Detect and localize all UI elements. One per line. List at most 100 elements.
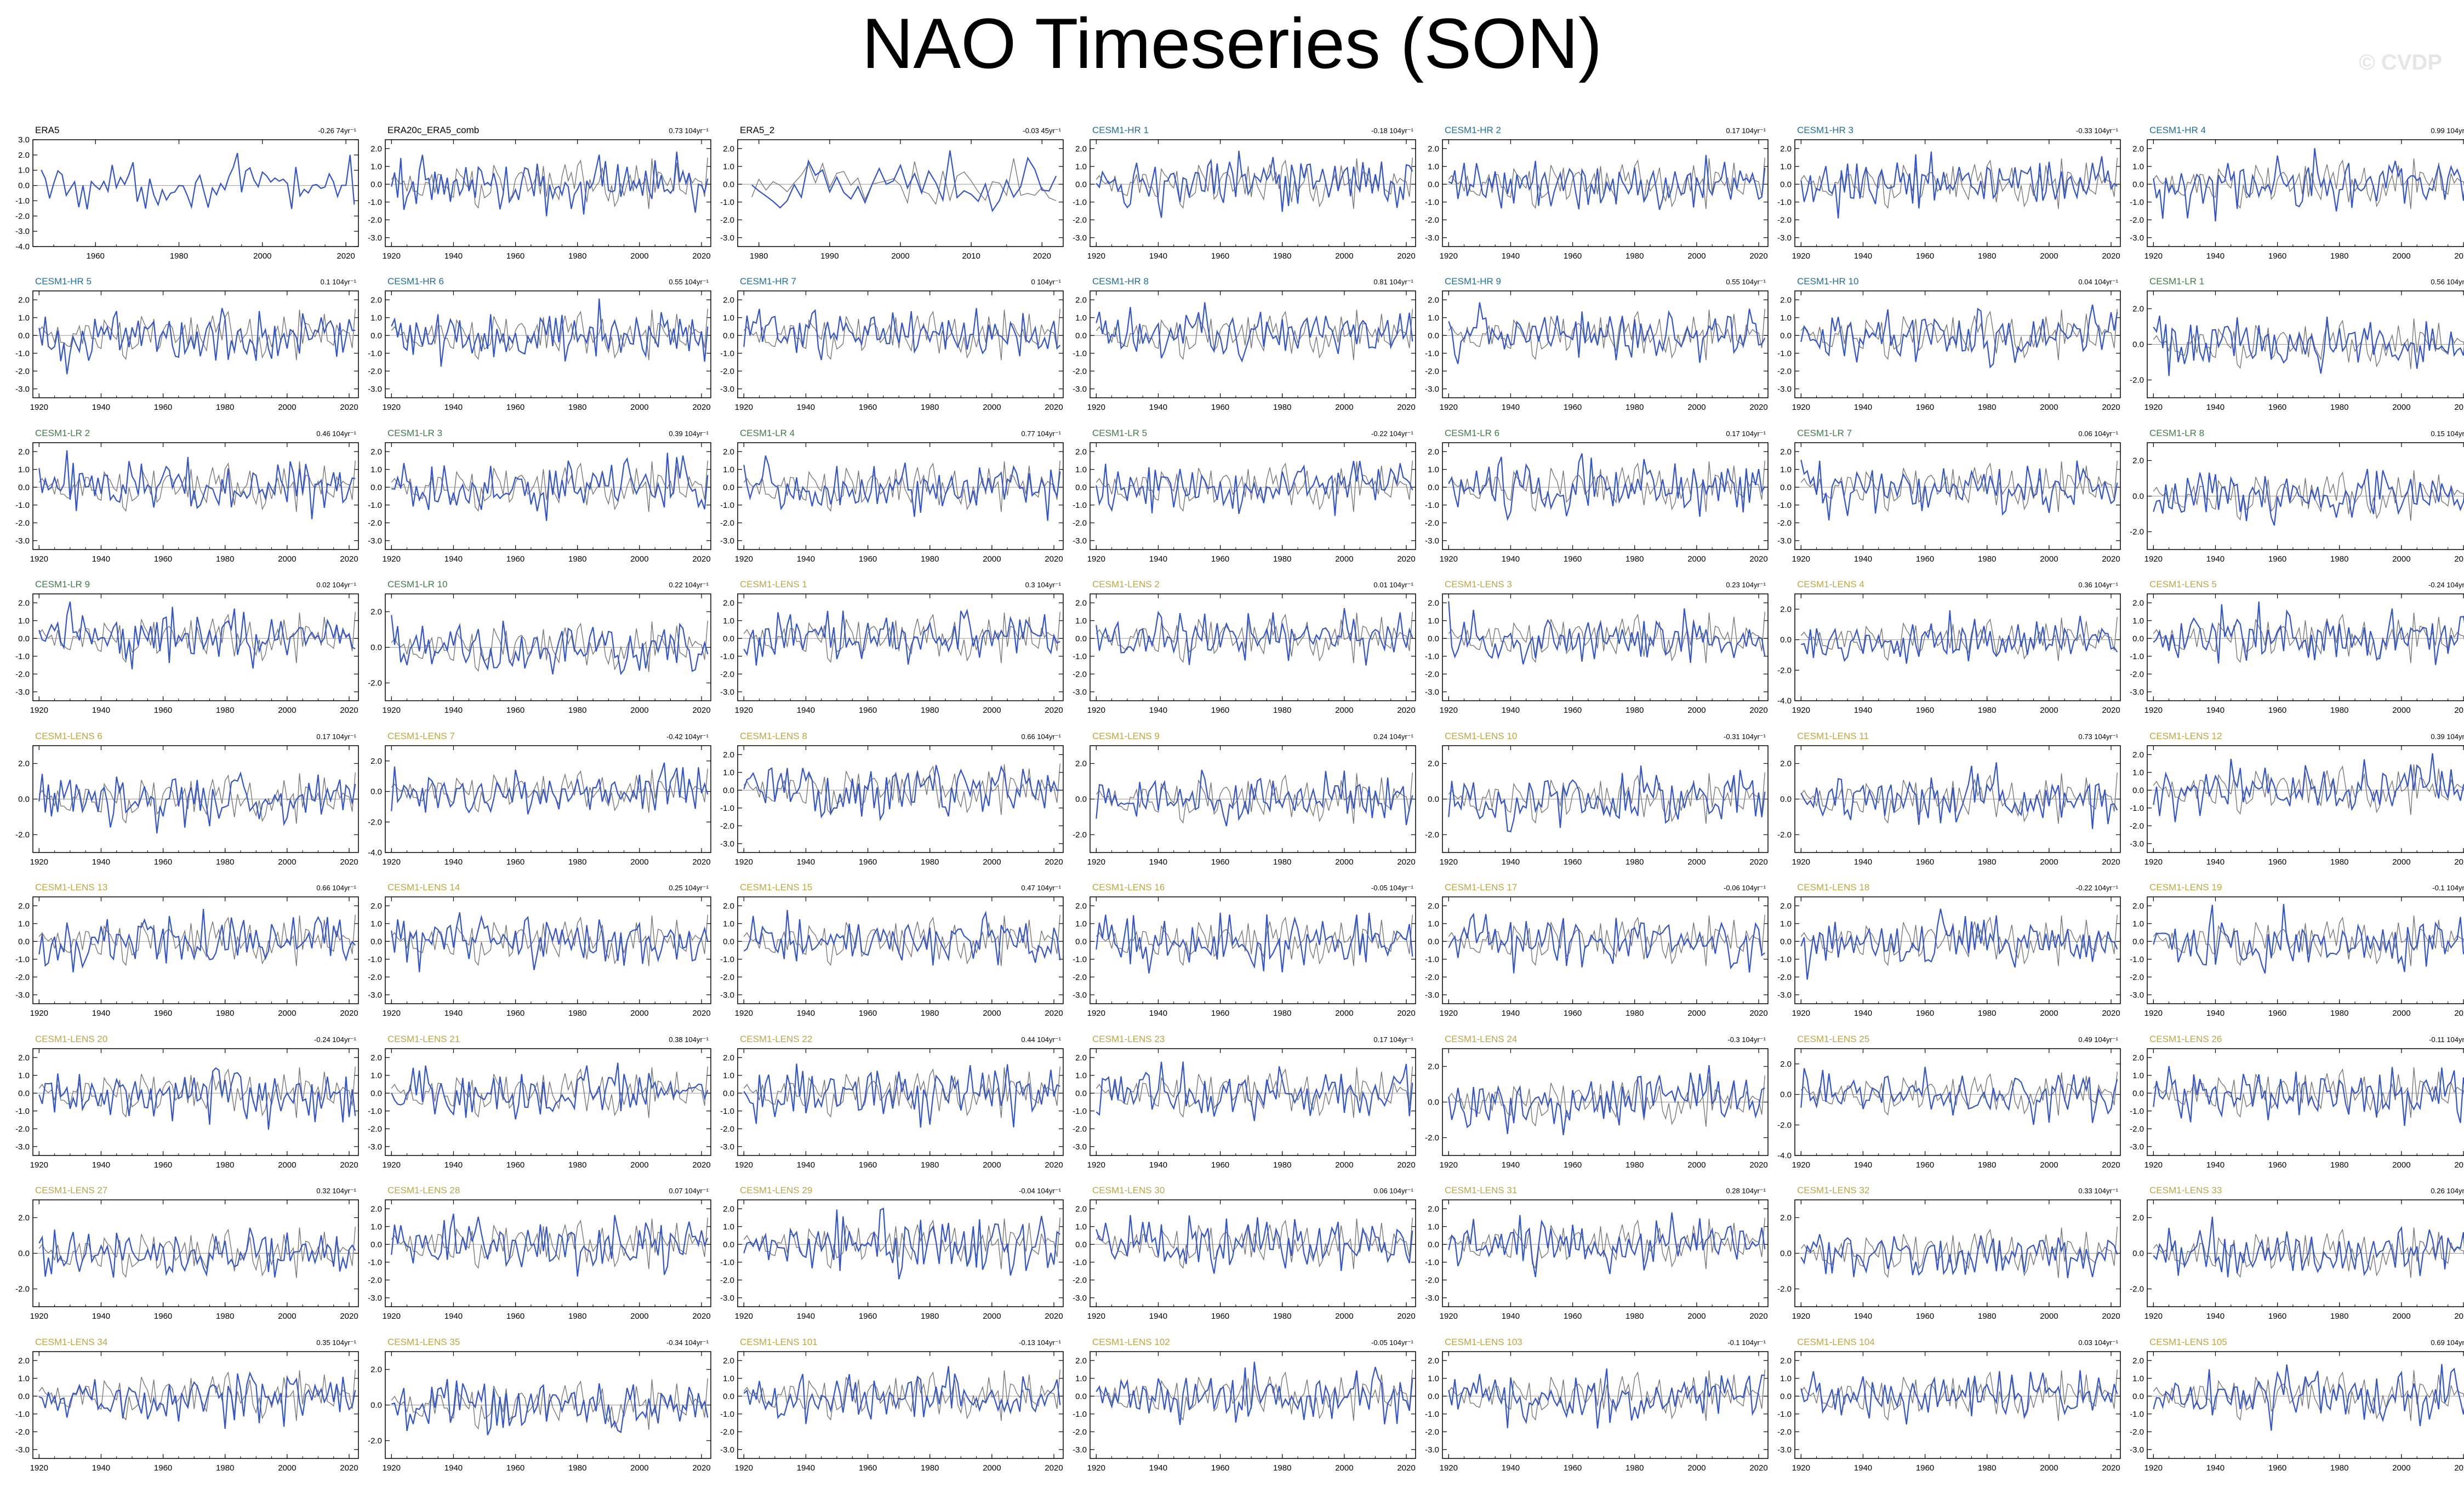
panel-title: CESM1-LENS 8 — [740, 731, 807, 741]
y-tick-label: -2.0 — [1777, 831, 1792, 840]
y-tick-label: -3.0 — [720, 688, 734, 697]
x-tick-label: 1920 — [383, 1312, 401, 1321]
x-tick-label: 2020 — [2454, 1463, 2464, 1473]
x-tick-label: 2020 — [340, 857, 358, 867]
panel-title: CESM1-LR 4 — [740, 428, 795, 438]
panel-51: CESM1-LENS 28 0.07 104yr⁻¹ 2.0 1.0 0.0 -1.0 -2… — [368, 1185, 711, 1321]
y-tick-label: -2.0 — [368, 972, 382, 982]
panel-trend: -0.1 104yr⁻¹ — [2432, 884, 2464, 892]
x-tick-label: 1980 — [1273, 857, 1291, 867]
x-tick-label: 1980 — [921, 706, 939, 715]
x-tick-label: 2000 — [2040, 1463, 2058, 1473]
reference-series-line — [38, 772, 356, 824]
y-tick-label: -2.0 — [720, 215, 734, 225]
y-tick-label: 0.0 — [1075, 1089, 1087, 1098]
nao-series-line — [743, 308, 1061, 361]
x-tick-label: 2000 — [1335, 554, 1353, 564]
x-tick-label: 1940 — [444, 251, 463, 261]
y-tick-label: -3.0 — [1073, 233, 1087, 243]
y-tick-label: 0.0 — [2132, 786, 2144, 795]
panel-title: CESM1-LENS 2 — [1092, 579, 1160, 590]
y-tick-label: 2.0 — [1075, 447, 1087, 456]
x-tick-label: 2000 — [253, 251, 271, 261]
panel-frame — [1794, 1048, 2121, 1156]
y-tick-label: -2.0 — [720, 670, 734, 679]
y-tick-label: -2.0 — [1073, 215, 1087, 225]
panel-49: CESM1-LENS 26 -0.11 104yr⁻¹ 2.0 1.0 0.0 -1.0 -… — [2130, 1034, 2464, 1170]
y-tick-label: 1.0 — [2132, 919, 2144, 929]
y-tick-label: -4.0 — [1777, 696, 1792, 706]
y-tick-label: 0.0 — [1075, 483, 1087, 492]
reference-series-line — [743, 914, 1060, 966]
x-tick-label: 1960 — [506, 403, 524, 412]
y-tick-label: -1.0 — [720, 1410, 734, 1419]
x-tick-label: 2020 — [2454, 251, 2464, 261]
x-tick-label: 2020 — [2102, 251, 2120, 261]
x-tick-label: 2000 — [2040, 857, 2058, 867]
x-tick-label: 1920 — [2144, 857, 2163, 867]
y-tick-label: -3.0 — [720, 233, 734, 243]
x-tick-label: 1940 — [797, 857, 815, 867]
y-tick-label: 1.0 — [2132, 616, 2144, 626]
x-tick-label: 2000 — [983, 554, 1001, 564]
panel-59: CESM1-LENS 101 -0.13 104yr⁻¹ 2.0 1.0 0.0 -1.0… — [720, 1337, 1064, 1473]
panel-36: CESM1-LENS 13 0.66 104yr⁻¹ 2.0 1.0 0.0 -1.0 -2… — [15, 882, 359, 1018]
x-tick-label: 2020 — [2454, 1009, 2464, 1018]
x-tick-label: 2000 — [630, 403, 648, 412]
panel-title: CESM1-LENS 105 — [2149, 1337, 2227, 1347]
panel-frame — [32, 593, 359, 701]
nao-series-line — [391, 1379, 709, 1435]
nao-series-line — [1448, 155, 1766, 210]
panel-8: CESM1-HR 5 0.1 104yr⁻¹ 2.0 1.0 0.0 -1.0 -2.0 -3… — [15, 276, 359, 412]
panel-7: CESM1-HR 4 0.99 104yr⁻¹ 2.0 1.0 0.0 -1.0 -2.0 -… — [2130, 125, 2464, 261]
x-tick-label: 2020 — [1045, 1312, 1063, 1321]
y-tick-label: -2.0 — [2130, 376, 2144, 385]
y-tick-label: 0.0 — [370, 1089, 382, 1098]
y-tick-label: 0.0 — [2132, 634, 2144, 643]
nao-series-line — [1096, 151, 1413, 218]
y-tick-label: 0.0 — [723, 1392, 734, 1401]
y-tick-label: 0.0 — [2132, 1249, 2144, 1258]
nao-series-line — [1448, 453, 1766, 522]
y-tick-label: 2.0 — [1428, 447, 1439, 456]
x-tick-label: 1960 — [859, 1463, 877, 1473]
x-tick-label: 2000 — [1687, 857, 1706, 867]
panel-trend: -0.06 104yr⁻¹ — [1724, 884, 1766, 892]
panel-14: CESM1-LR 1 0.56 104yr⁻¹ 2.0 0.0 -2.0 1920 1940… — [2130, 276, 2464, 412]
y-tick-label: 2.0 — [723, 901, 734, 911]
y-tick-label: 3.0 — [18, 135, 30, 145]
x-tick-label: 1920 — [1440, 1160, 1458, 1170]
panel-13: CESM1-HR 10 0.04 104yr⁻¹ 2.0 1.0 0.0 -1.0 -2.0… — [1777, 276, 2121, 412]
panel-title: CESM1-LENS 11 — [1797, 731, 1869, 741]
panel-frame — [1090, 1048, 1416, 1156]
x-tick-label: 2020 — [1397, 1160, 1415, 1170]
x-tick-label: 1920 — [735, 554, 753, 564]
panel-frame — [385, 896, 711, 1004]
x-tick-label: 2020 — [2102, 1160, 2120, 1170]
x-tick-label: 2020 — [1397, 857, 1415, 867]
y-tick-label: -2.0 — [368, 1437, 382, 1446]
x-tick-label: 1920 — [1087, 251, 1105, 261]
y-tick-label: -3.0 — [2130, 1142, 2144, 1152]
y-tick-label: 2.0 — [1075, 1053, 1087, 1062]
x-tick-label: 1920 — [2144, 1312, 2163, 1321]
y-tick-label: 1.0 — [1075, 919, 1087, 929]
reference-series-line — [1448, 1369, 1765, 1421]
y-tick-label: 0.0 — [1075, 331, 1087, 340]
nao-series-line — [1096, 461, 1413, 516]
x-tick-label: 1920 — [30, 554, 48, 564]
y-tick-label: 2.0 — [1075, 759, 1087, 769]
nao-series-line — [1448, 765, 1766, 833]
x-tick-label: 2020 — [1749, 1312, 1767, 1321]
y-tick-label: 1.0 — [1780, 1374, 1792, 1383]
y-tick-label: -2.0 — [720, 972, 734, 982]
y-tick-label: -1.0 — [368, 1107, 382, 1116]
x-tick-label: 1920 — [2144, 403, 2163, 412]
x-tick-label: 2000 — [278, 1312, 296, 1321]
x-tick-label: 2020 — [692, 403, 710, 412]
x-tick-label: 1980 — [750, 251, 768, 261]
x-tick-label: 2000 — [1335, 1463, 1353, 1473]
y-tick-label: -1.0 — [720, 804, 734, 813]
x-tick-label: 1920 — [1440, 1463, 1458, 1473]
y-tick-label: -1.0 — [15, 349, 30, 358]
